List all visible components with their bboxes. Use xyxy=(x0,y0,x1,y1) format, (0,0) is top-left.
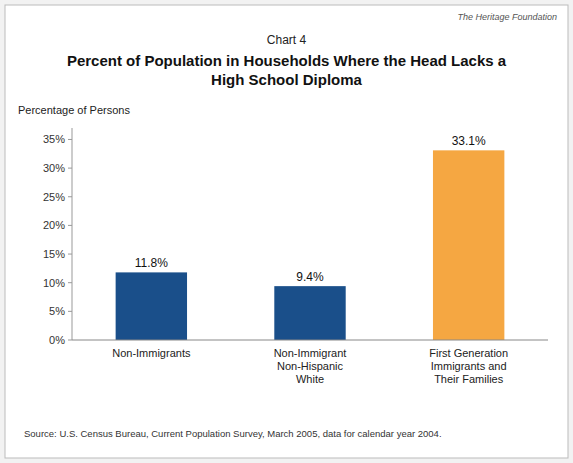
organisation: The Heritage Foundation xyxy=(457,12,557,22)
bars xyxy=(116,150,505,340)
x-tick-label: Non-Immigrants xyxy=(112,347,191,359)
data-label: 33.1% xyxy=(452,134,486,148)
y-tick-label: 25% xyxy=(43,191,65,203)
y-tick-label: 20% xyxy=(43,219,65,231)
data-label: 9.4% xyxy=(296,270,324,284)
y-tick xyxy=(68,139,72,140)
y-axis-label: Percentage of Persons xyxy=(18,104,130,116)
y-tick xyxy=(68,254,72,255)
y-tick xyxy=(68,282,72,283)
y-tick xyxy=(68,196,72,197)
panel xyxy=(5,5,568,458)
source: Source: U.S. Census Bureau, Current Popu… xyxy=(24,428,442,439)
y-axis-line xyxy=(72,128,73,340)
x-axis-line xyxy=(72,340,548,341)
bar xyxy=(433,150,504,340)
chart: Chart 4 The Heritage Foundation Percent of… xyxy=(0,0,573,463)
y-tick-label: 35% xyxy=(43,133,65,145)
bar xyxy=(116,272,187,340)
y-tick-label: 30% xyxy=(43,162,65,174)
y-tick xyxy=(68,168,72,169)
y-tick xyxy=(68,311,72,312)
chart-label: Chart 4 xyxy=(267,33,307,47)
y-tick-label: 10% xyxy=(43,277,65,289)
y-tick-label: 15% xyxy=(43,248,65,260)
y-tick xyxy=(68,225,72,226)
title: Percent of Population in Households Wher… xyxy=(67,52,507,88)
x-tick-label: First GenerationImmigrants andTheir Fami… xyxy=(429,347,508,385)
x-tick-label: Non-ImmigrantNon-HispanicWhite xyxy=(274,347,347,385)
y-tick-label: 0% xyxy=(49,334,65,346)
data-label: 11.8% xyxy=(135,256,168,270)
bar xyxy=(274,286,345,340)
y-tick-label: 5% xyxy=(49,305,65,317)
y-tick xyxy=(68,340,72,341)
